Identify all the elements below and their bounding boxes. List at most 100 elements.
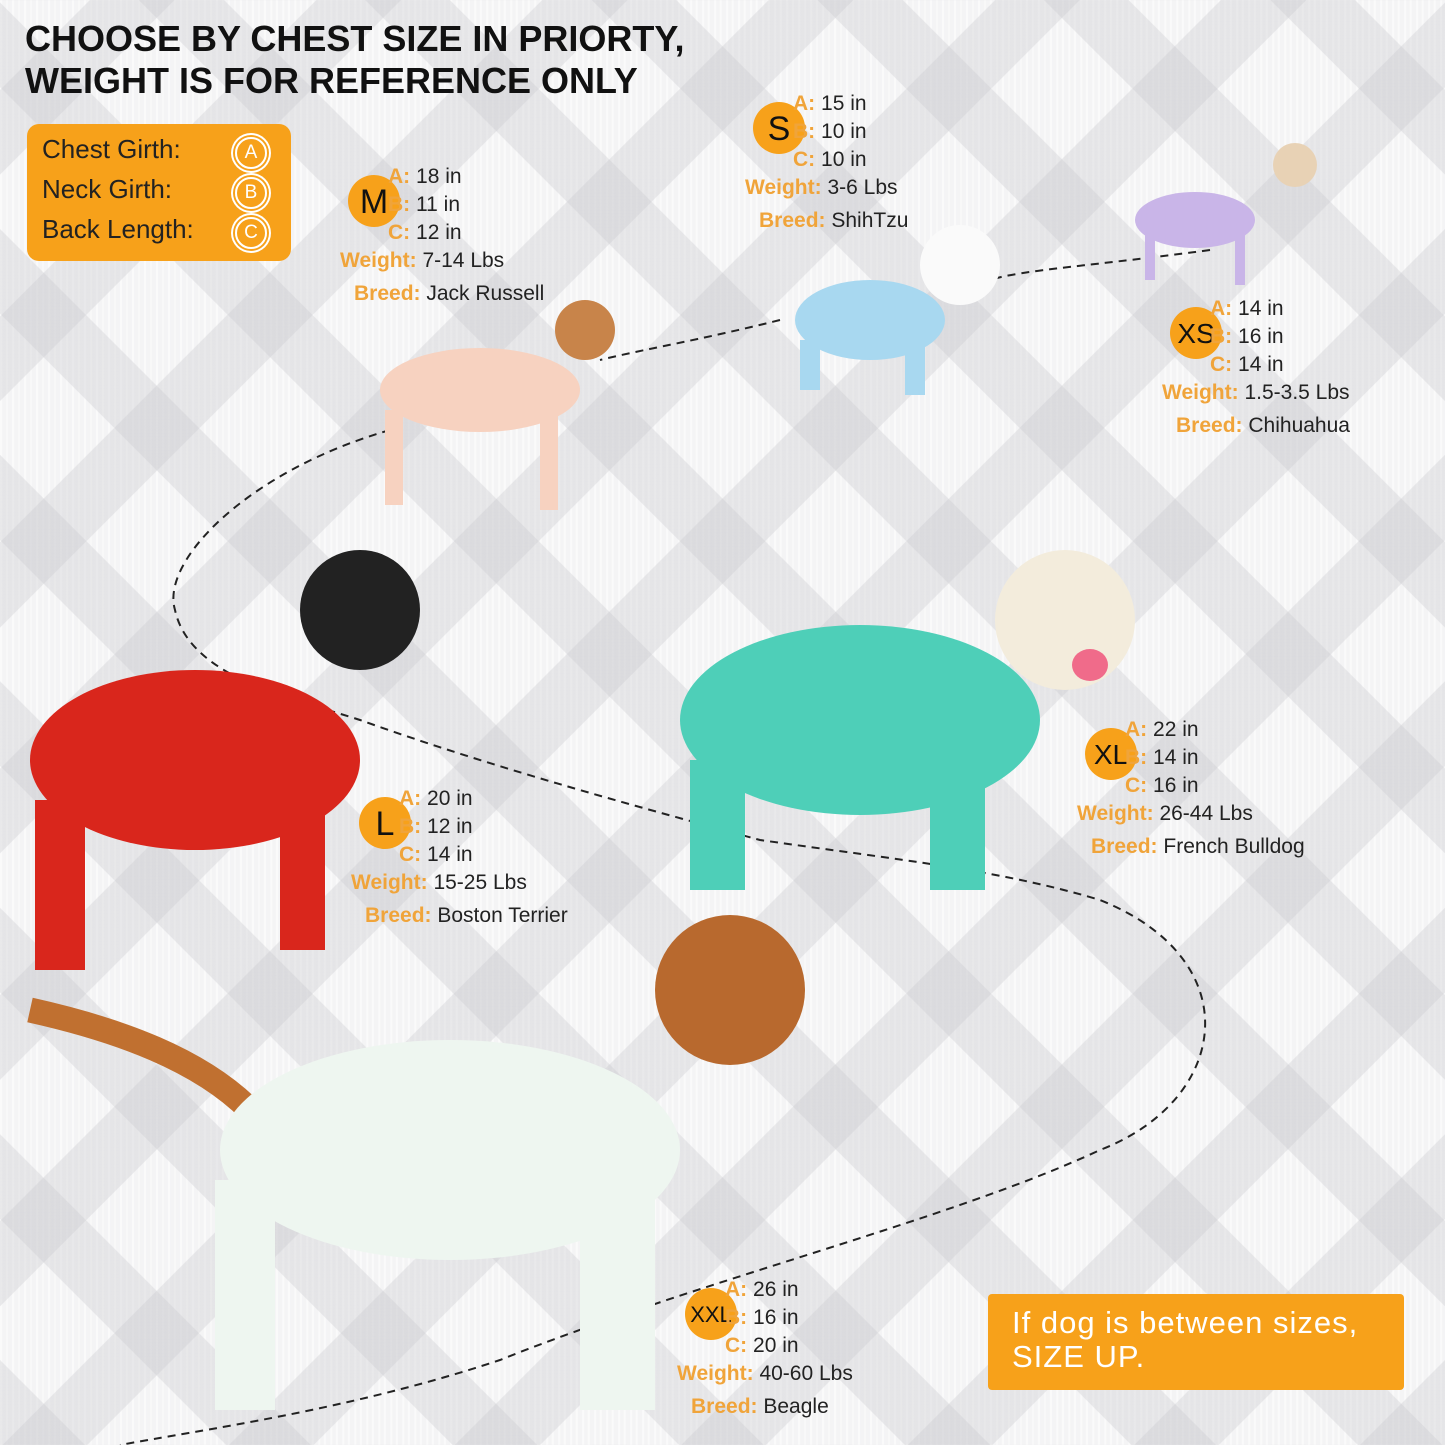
- spec-label: B:: [1210, 325, 1233, 348]
- spec-c: C: 16 in: [1125, 774, 1199, 798]
- spec-value: 22 in: [1153, 718, 1199, 741]
- spec-value: 10 in: [821, 120, 867, 143]
- spec-value: Jack Russell: [426, 282, 545, 305]
- spec-a: A: 26 in: [725, 1278, 799, 1302]
- spec-label: Weight:: [1077, 802, 1154, 825]
- spec-b: B: 16 in: [725, 1306, 799, 1330]
- spec-b: B: 12 in: [399, 815, 473, 839]
- spec-label: B:: [399, 815, 422, 838]
- spec-b: B: 14 in: [1125, 746, 1199, 770]
- spec-label: C:: [399, 843, 422, 866]
- spec-breed: Breed: Jack Russell: [354, 282, 544, 306]
- size-badge: XXL: [685, 1288, 737, 1340]
- headline-line-1: CHOOSE BY CHEST SIZE IN PRIORTY,: [25, 18, 685, 59]
- spec-label: C:: [1125, 774, 1148, 797]
- spec-value: 15-25 Lbs: [433, 871, 527, 894]
- spec-value: 10 in: [821, 148, 867, 171]
- spec-b: B: 16 in: [1210, 325, 1284, 349]
- spec-label: B:: [793, 120, 816, 143]
- measurement-legend: Chest Girth: A Neck Girth: B Back Length…: [27, 124, 291, 261]
- spec-value: 15 in: [821, 92, 867, 115]
- size-badge: S: [753, 102, 805, 154]
- spec-label: A:: [1210, 297, 1233, 320]
- spec-c: C: 14 in: [399, 843, 473, 867]
- size-block-0: S A: 15 in B: 10 in C: 10 in Weight: 3-6 Lbs…: [745, 92, 1053, 242]
- spec-breed: Breed: French Bulldog: [1091, 835, 1305, 859]
- dog-boston-terrier: [30, 550, 420, 970]
- spec-label: B:: [388, 193, 411, 216]
- headline: CHOOSE BY CHEST SIZE IN PRIORTY, WEIGHT …: [25, 18, 684, 102]
- spec-breed: Breed: Chihuahua: [1176, 414, 1350, 438]
- dog-chihuahua: [1135, 143, 1317, 285]
- size-block-3: XL A: 22 in B: 14 in C: 16 in Weight: 26-44 …: [1077, 718, 1385, 868]
- spec-value: 7-14 Lbs: [422, 249, 505, 272]
- spec-value: 16 in: [1238, 325, 1284, 348]
- spec-b: B: 11 in: [388, 193, 460, 217]
- spec-breed: Breed: Beagle: [691, 1395, 829, 1419]
- spec-weight: Weight: 15-25 Lbs: [351, 871, 527, 895]
- spec-label: B:: [1125, 746, 1148, 769]
- spec-a: A: 18 in: [388, 165, 462, 189]
- spec-label: C:: [388, 221, 411, 244]
- size-badge: L: [359, 797, 411, 849]
- spec-value: 20 in: [427, 787, 473, 810]
- spec-weight: Weight: 40-60 Lbs: [677, 1362, 853, 1386]
- spec-label: Weight:: [1162, 381, 1239, 404]
- spec-value: 26-44 Lbs: [1159, 802, 1253, 825]
- spec-a: A: 20 in: [399, 787, 473, 811]
- note-line-1: If dog is between sizes,: [1012, 1305, 1359, 1340]
- spec-label: Breed:: [759, 209, 826, 232]
- spec-value: 40-60 Lbs: [759, 1362, 853, 1385]
- spec-value: 3-6 Lbs: [827, 176, 898, 199]
- spec-a: A: 15 in: [793, 92, 867, 116]
- spec-label: Weight:: [745, 176, 822, 199]
- dog-french-bulldog: [680, 550, 1135, 890]
- spec-label: Breed:: [1091, 835, 1158, 858]
- spec-value: French Bulldog: [1163, 835, 1305, 858]
- note-line-2: SIZE UP.: [1012, 1339, 1146, 1374]
- size-badge: XL: [1085, 728, 1137, 780]
- spec-value: 12 in: [427, 815, 473, 838]
- spec-label: C:: [1210, 353, 1233, 376]
- spec-value: 1.5-3.5 Lbs: [1244, 381, 1350, 404]
- spec-label: C:: [793, 148, 816, 171]
- size-block-2: XS A: 14 in B: 16 in C: 14 in Weight: 1.5-3.…: [1162, 297, 1445, 447]
- spec-weight: Weight: 26-44 Lbs: [1077, 802, 1253, 826]
- spec-value: Chihuahua: [1248, 414, 1350, 437]
- spec-c: C: 14 in: [1210, 353, 1284, 377]
- dog-beagle: [27, 915, 805, 1410]
- spec-value: ShihTzu: [831, 209, 909, 232]
- spec-label: Breed:: [365, 904, 432, 927]
- spec-label: Weight:: [677, 1362, 754, 1385]
- spec-breed: Breed: Boston Terrier: [365, 904, 568, 928]
- dashed-size-path: [119, 249, 1211, 1445]
- legend-neck-girth: Neck Girth:: [42, 174, 173, 204]
- spec-label: A:: [388, 165, 411, 188]
- spec-value: 16 in: [1153, 774, 1199, 797]
- spec-label: A:: [399, 787, 422, 810]
- spec-label: A:: [725, 1278, 748, 1301]
- spec-value: Beagle: [763, 1395, 829, 1418]
- spec-value: 16 in: [753, 1306, 799, 1329]
- spec-label: C:: [725, 1334, 748, 1357]
- spec-weight: Weight: 1.5-3.5 Lbs: [1162, 381, 1350, 405]
- letter-a-icon: A: [235, 137, 267, 169]
- spec-a: A: 22 in: [1125, 718, 1199, 742]
- spec-value: 14 in: [1238, 297, 1284, 320]
- spec-value: 14 in: [427, 843, 473, 866]
- size-up-note: If dog is between sizes, SIZE UP.: [988, 1294, 1404, 1390]
- legend-back-length: Back Length:: [42, 214, 194, 244]
- spec-breed: Breed: ShihTzu: [759, 209, 908, 233]
- letter-c-icon: C: [235, 217, 267, 249]
- spec-weight: Weight: 3-6 Lbs: [745, 176, 898, 200]
- spec-value: 12 in: [416, 221, 462, 244]
- spec-b: B: 10 in: [793, 120, 867, 144]
- spec-c: C: 10 in: [793, 148, 867, 172]
- headline-line-2: WEIGHT IS FOR REFERENCE ONLY: [25, 60, 638, 101]
- size-block-5: XXL A: 26 in B: 16 in C: 20 in Weight: 40-60…: [677, 1278, 985, 1428]
- spec-label: Breed:: [354, 282, 421, 305]
- spec-weight: Weight: 7-14 Lbs: [340, 249, 504, 273]
- size-block-4: L A: 20 in B: 12 in C: 14 in Weight: 15-25 L…: [351, 787, 659, 937]
- size-block-1: M A: 18 in B: 11 in C: 12 in Weight: 7-14 Lb…: [340, 165, 648, 315]
- spec-label: Weight:: [340, 249, 417, 272]
